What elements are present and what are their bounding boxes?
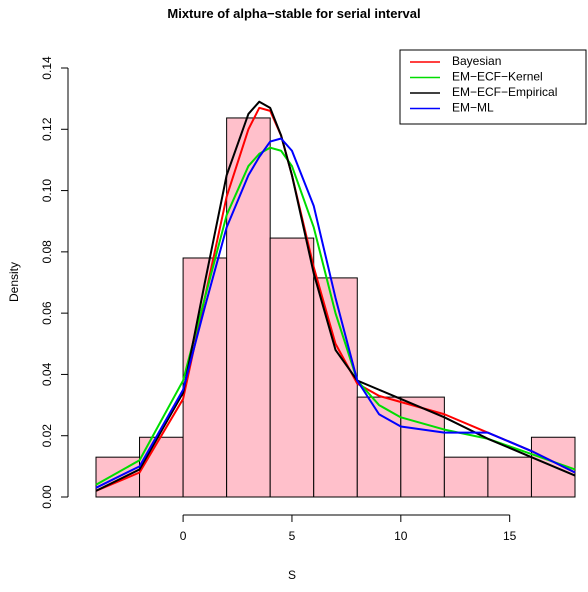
bar — [356, 396, 402, 498]
x-tick-label: 10 — [394, 529, 408, 543]
bar — [487, 456, 532, 498]
density-line — [95, 100, 576, 492]
legend-label: Bayesian — [452, 54, 501, 68]
legend-label: EM−ECF−Kernel — [452, 70, 543, 84]
y-tick-label: 0.06 — [40, 301, 54, 325]
y-tick-label: 0.02 — [40, 424, 54, 448]
x-tick-label: 5 — [289, 529, 296, 543]
x-tick-label: 15 — [503, 529, 517, 543]
legend-label: EM−ECF−Empirical — [452, 85, 557, 99]
y-tick-label: 0.10 — [40, 179, 54, 203]
x-tick-label: 0 — [180, 529, 187, 543]
y-tick-label: 0.12 — [40, 117, 54, 141]
y-axis-label: Density — [7, 262, 21, 302]
bar — [226, 117, 271, 498]
y-tick-label: 0.14 — [40, 56, 54, 80]
x-axis-label: S — [288, 568, 296, 582]
y-tick-label: 0.08 — [40, 240, 54, 264]
chart-title: Mixture of alpha−stable for serial inter… — [167, 6, 420, 21]
bar — [269, 237, 315, 498]
y-tick-label: 0.04 — [40, 362, 54, 386]
density-line — [95, 137, 576, 489]
density-line — [95, 146, 576, 486]
y-tick-label: 0.00 — [40, 485, 54, 509]
legend-label: EM−ML — [452, 101, 494, 115]
bar — [443, 456, 489, 498]
